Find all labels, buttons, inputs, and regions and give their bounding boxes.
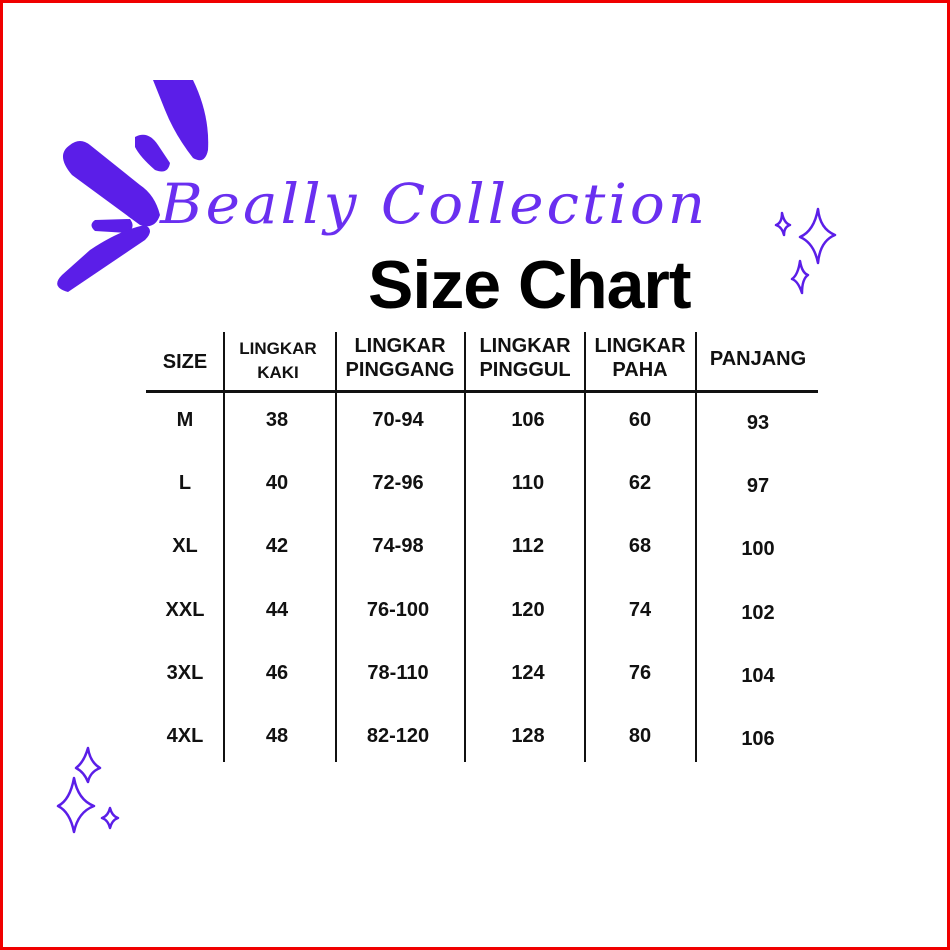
table-cell: 42 bbox=[265, 535, 289, 557]
table-cell: 74 bbox=[628, 599, 652, 621]
column-divider bbox=[584, 332, 586, 762]
column-divider bbox=[695, 332, 697, 762]
table-cell: 110 bbox=[511, 472, 545, 494]
header-line: LINGKAR bbox=[594, 335, 686, 357]
table-cell: 128 bbox=[511, 725, 545, 747]
table-cell: 112 bbox=[511, 535, 545, 557]
table-cell: 104 bbox=[741, 665, 775, 687]
table-cell: 106 bbox=[741, 728, 775, 750]
header-line: PAHA bbox=[612, 359, 668, 381]
table-cell: 44 bbox=[265, 599, 289, 621]
sparkle-icon bbox=[774, 207, 837, 295]
table-cell: 82-120 bbox=[366, 725, 430, 747]
table-cell: XL bbox=[172, 535, 198, 557]
table-cell: 74-98 bbox=[372, 535, 424, 557]
header-panjang: PANJANG bbox=[709, 348, 807, 370]
table-cell: 62 bbox=[628, 472, 652, 494]
header-line: LINGKAR bbox=[479, 335, 571, 357]
table-cell: 80 bbox=[628, 725, 652, 747]
header-lingkar-pinggul: LINGKAR PINGGUL bbox=[479, 334, 570, 382]
table-cell: 40 bbox=[265, 472, 289, 494]
header-lingkar-kaki: LINGKAR KAKI bbox=[239, 337, 316, 385]
table-cell: 60 bbox=[628, 409, 652, 431]
column-divider bbox=[223, 332, 225, 762]
column-divider bbox=[464, 332, 466, 762]
table-cell: 70-94 bbox=[372, 409, 424, 431]
table-cell: L bbox=[178, 472, 192, 494]
column-divider bbox=[335, 332, 337, 762]
table-cell: XXL bbox=[165, 599, 205, 621]
header-line: PINGGUL bbox=[479, 359, 571, 381]
table-cell: 120 bbox=[511, 599, 545, 621]
table-cell: 102 bbox=[741, 602, 775, 624]
table-cell: 100 bbox=[741, 538, 775, 560]
table-cell: 106 bbox=[511, 409, 545, 431]
table-cell: 93 bbox=[746, 412, 770, 434]
table-cell: 76 bbox=[628, 662, 652, 684]
page-title: Size Chart bbox=[368, 247, 692, 323]
table-cell: 48 bbox=[265, 725, 289, 747]
header-size: SIZE bbox=[162, 351, 208, 373]
header-line: PINGGANG bbox=[345, 359, 455, 381]
table-cell: 46 bbox=[265, 662, 289, 684]
table-cell: 38 bbox=[265, 409, 289, 431]
brand-name: Beally Collection bbox=[160, 171, 709, 237]
table-cell: 78-110 bbox=[367, 662, 429, 684]
table-cell: 76-100 bbox=[366, 599, 430, 621]
header-line: KAKI bbox=[257, 363, 299, 382]
header-lingkar-pinggang: LINGKAR PINGGANG bbox=[346, 334, 455, 382]
table-cell: M bbox=[176, 409, 194, 431]
sparkle-icon bbox=[56, 746, 120, 834]
table-cell: 68 bbox=[628, 535, 652, 557]
header-divider bbox=[146, 390, 818, 393]
burst-icon bbox=[57, 80, 209, 292]
header-line: LINGKAR bbox=[239, 339, 317, 358]
table-cell: 3XL bbox=[166, 662, 204, 684]
header-lingkar-paha: LINGKAR PAHA bbox=[594, 334, 685, 382]
table-cell: 97 bbox=[746, 475, 770, 497]
header-line: LINGKAR bbox=[354, 335, 446, 357]
table-cell: 4XL bbox=[166, 725, 204, 747]
table-cell: 124 bbox=[511, 662, 545, 684]
table-cell: 72-96 bbox=[372, 472, 424, 494]
